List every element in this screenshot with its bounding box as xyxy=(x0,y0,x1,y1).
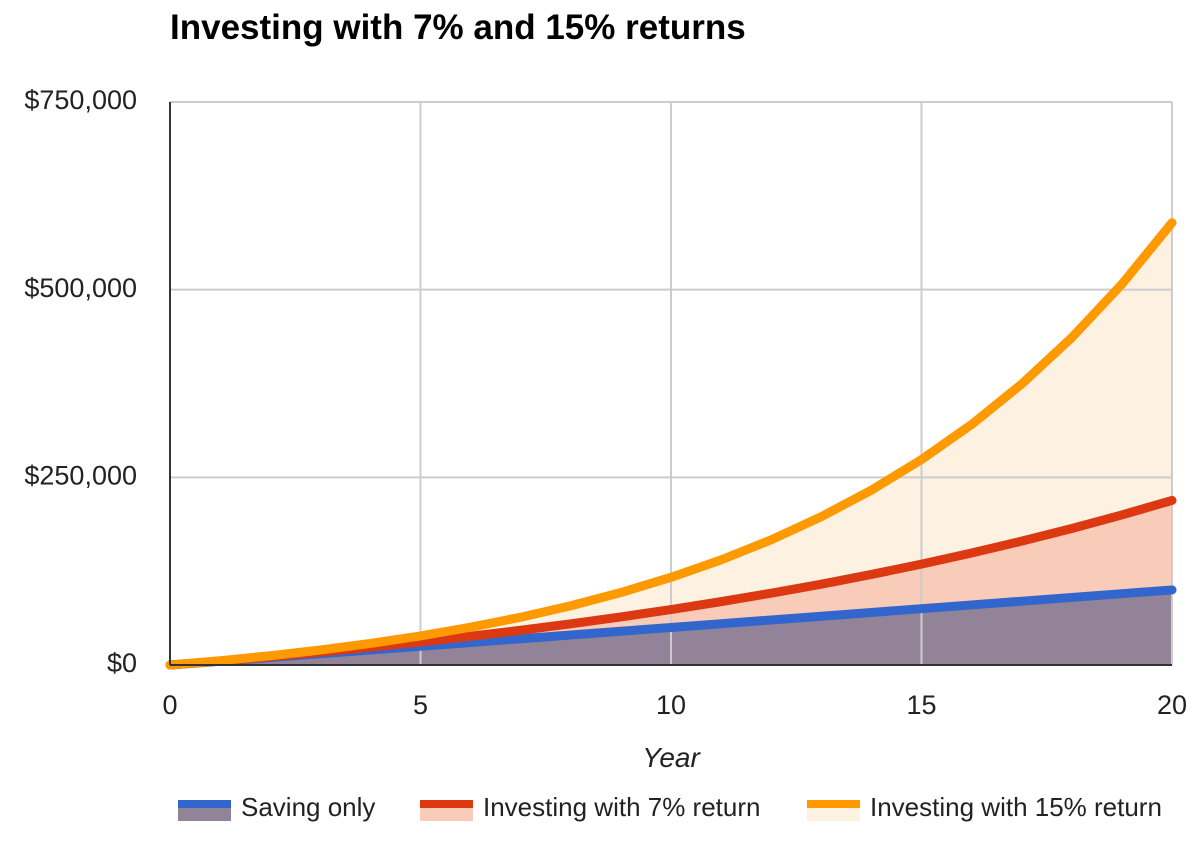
x-axis-label: Year xyxy=(642,742,701,773)
x-tick-label: 5 xyxy=(413,690,428,720)
legend-swatch-fill xyxy=(807,805,860,821)
lines-layer xyxy=(165,218,1177,670)
axes-layer: $0 $250,000 $500,000 $750,000 0 5 10 15 20 Year xyxy=(24,85,1187,773)
y-tick-label: $500,000 xyxy=(24,273,137,303)
y-tick-label: $750,000 xyxy=(24,85,137,115)
legend: Saving only Investing with 7% return Inves… xyxy=(178,792,1162,822)
legend-swatch-fill xyxy=(420,805,473,821)
y-tick-label: $0 xyxy=(107,648,137,678)
x-tick-label: 15 xyxy=(906,690,936,720)
legend-swatch-line xyxy=(420,800,473,808)
legend-swatch-line xyxy=(178,800,231,808)
legend-label: Saving only xyxy=(241,792,375,822)
chart-title: Investing with 7% and 15% returns xyxy=(170,8,746,47)
y-tick-label: $250,000 xyxy=(24,460,137,490)
legend-swatch-line xyxy=(807,800,860,808)
grid-layer xyxy=(170,101,1173,665)
legend-item-investing-with-15-return: Investing with 15% return xyxy=(807,792,1162,822)
x-tick-label: 20 xyxy=(1157,690,1187,720)
x-tick-label: 0 xyxy=(162,690,177,720)
legend-item-saving-only: Saving only xyxy=(178,792,375,822)
legend-item-investing-with-7-return: Investing with 7% return xyxy=(420,792,760,822)
series-line-investing-with-15-return xyxy=(165,218,1177,670)
legend-label: Investing with 15% return xyxy=(870,792,1162,822)
legend-label: Investing with 7% return xyxy=(483,792,760,822)
x-tick-label: 10 xyxy=(656,690,686,720)
legend-swatch-fill xyxy=(178,805,231,821)
